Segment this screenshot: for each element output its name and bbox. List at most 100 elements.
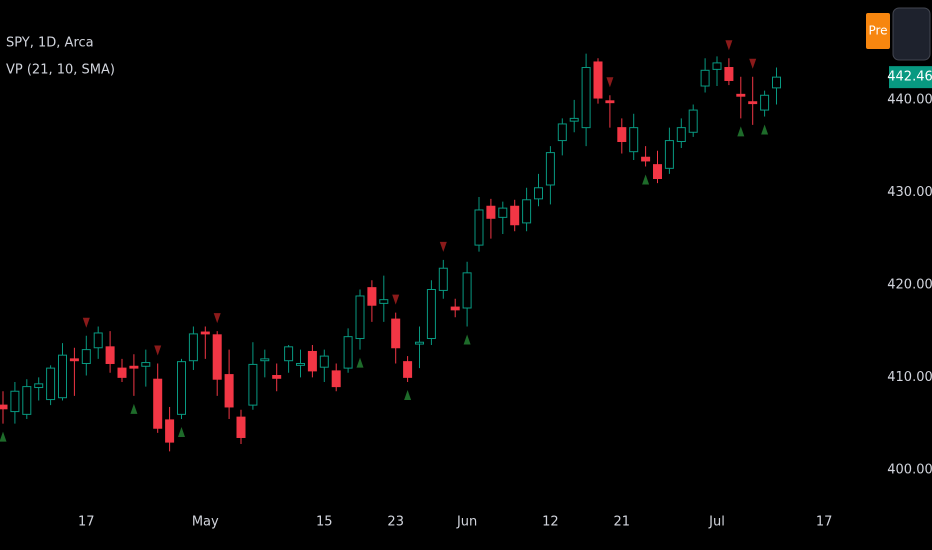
candle-body (617, 127, 627, 143)
signal-up (356, 357, 364, 368)
candle-body (534, 187, 543, 200)
candle-body (93, 332, 103, 349)
candle-body (664, 140, 674, 169)
y-tick-label: 400.00 (887, 462, 932, 477)
candle-body (248, 363, 258, 406)
candle-body (284, 346, 294, 362)
candle-body (724, 67, 734, 81)
candle-body (200, 331, 210, 335)
candle-body (748, 101, 758, 105)
candle-body (653, 164, 662, 180)
candle-body (117, 367, 127, 378)
x-tick-label: Jun (456, 515, 477, 530)
candle-body (498, 207, 508, 218)
candle-body (307, 350, 317, 372)
signal-down (392, 294, 400, 305)
candle-body (0, 404, 8, 410)
last-price-box (889, 66, 932, 89)
candle-body (462, 272, 472, 309)
candle-body (212, 334, 222, 380)
x-tick-label: 21 (614, 515, 631, 530)
candle-body (522, 199, 532, 224)
candle-body (236, 416, 246, 438)
pre-button-label[interactable]: Pre (868, 24, 887, 38)
y-tick-label: 440.00 (887, 92, 932, 107)
pre-button[interactable] (866, 13, 890, 49)
y-tick-label: 420.00 (887, 277, 932, 292)
candle-body (736, 93, 746, 97)
signal-down (82, 317, 90, 328)
candle-body (81, 349, 91, 364)
candle-body (141, 362, 151, 367)
signal-down (439, 241, 447, 252)
candle-body (712, 62, 722, 70)
candle-body (296, 362, 305, 366)
candle-body (379, 299, 389, 304)
candle-body (343, 336, 353, 369)
candle-body (474, 209, 484, 246)
candle-body (34, 383, 44, 389)
candle-body (676, 127, 686, 143)
x-tick-label: 17 (78, 515, 95, 530)
candle-body (10, 390, 20, 413)
candle-body (177, 361, 186, 415)
signal-down (725, 40, 733, 51)
candle-body (129, 365, 139, 369)
candle-body (165, 419, 175, 443)
signal-up (404, 389, 412, 400)
signal-down (154, 345, 162, 356)
candle-body (46, 367, 56, 401)
candle-body (355, 295, 365, 340)
candle-body (319, 355, 329, 368)
y-tick-label: 410.00 (887, 370, 932, 385)
candle-body (105, 346, 115, 364)
candle-body (557, 123, 567, 142)
candle-body (450, 306, 460, 311)
signal-up (761, 124, 769, 135)
candle-body (438, 267, 448, 291)
signal-up (737, 126, 745, 137)
signal-up (178, 426, 185, 437)
last-price-label: 442.46 (887, 70, 932, 85)
indicator-label: VP (21, 10, SMA) (6, 63, 115, 78)
candle-body (272, 375, 282, 379)
candle-body (486, 205, 496, 219)
signal-down (749, 58, 757, 69)
candle-body (260, 358, 270, 362)
candle-body (58, 354, 67, 399)
candle-body (688, 109, 698, 133)
x-tick-label: 12 (542, 515, 559, 530)
candle-body (188, 333, 198, 362)
candle-body (772, 76, 781, 89)
candle-body (641, 156, 651, 162)
x-tick-label: Jul (708, 515, 725, 530)
candle-body (367, 287, 377, 306)
candle-body (581, 67, 591, 129)
signal-up (463, 334, 471, 345)
candle-body (403, 361, 413, 378)
candle-body (391, 318, 401, 349)
candle-body (569, 117, 579, 122)
candle-body (510, 205, 520, 226)
y-tick-label: 430.00 (887, 185, 932, 200)
signal-down (213, 313, 221, 324)
panel-button[interactable] (892, 7, 931, 61)
candle-body (331, 370, 341, 388)
chart-title: SPY, 1D, Arca (6, 36, 94, 51)
x-tick-label: 17 (816, 515, 833, 530)
x-tick-label: May (192, 515, 219, 530)
candle-body (22, 386, 32, 415)
candle-body (700, 69, 710, 87)
x-tick-label: 23 (387, 515, 404, 530)
signal-up (0, 431, 7, 442)
candle-body (69, 358, 79, 362)
x-tick-label: 15 (316, 515, 333, 530)
candle-body (629, 127, 639, 153)
candle-body (426, 288, 436, 340)
candle-body (760, 94, 770, 111)
candle-body (593, 61, 603, 99)
candle-body (224, 374, 234, 408)
candle-body (545, 152, 555, 186)
candle-body (605, 100, 615, 104)
